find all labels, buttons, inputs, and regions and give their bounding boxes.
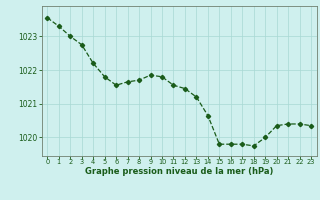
X-axis label: Graphe pression niveau de la mer (hPa): Graphe pression niveau de la mer (hPa) [85, 167, 273, 176]
